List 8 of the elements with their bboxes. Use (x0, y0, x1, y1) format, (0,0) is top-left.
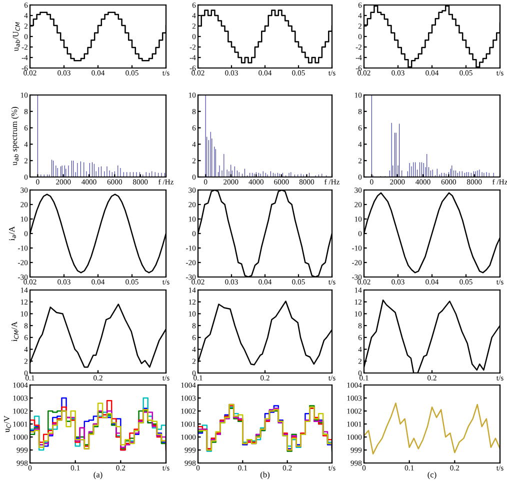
text: (b) (260, 472, 270, 480)
text: (a) (94, 472, 102, 480)
y-axis-title: u$_{ab}$/U$_{CM}$ (12, 22, 20, 52)
y-axis-title: i$_{CM}$/A (12, 322, 18, 342)
text: (c) (428, 472, 436, 480)
y-axis-title: u$_{C}$/V (4, 416, 11, 432)
y-axis-title: u$_{ab}$ spectrum (%) (11, 106, 19, 166)
y-axis-title: i$_{a}$/A (8, 226, 16, 241)
